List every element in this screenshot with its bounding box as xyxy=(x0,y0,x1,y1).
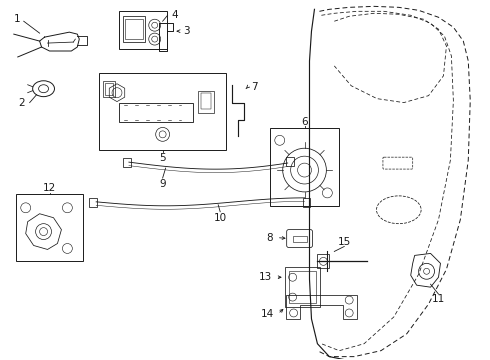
Text: 6: 6 xyxy=(301,117,308,127)
Bar xyxy=(285,267,320,307)
Text: 8: 8 xyxy=(267,233,273,243)
Bar xyxy=(302,198,311,207)
Text: 5: 5 xyxy=(159,153,166,163)
Bar xyxy=(286,157,294,166)
Text: 14: 14 xyxy=(261,309,274,319)
Bar xyxy=(289,271,317,303)
Bar xyxy=(125,19,143,39)
Bar xyxy=(103,81,115,96)
Bar xyxy=(89,198,97,207)
Text: 10: 10 xyxy=(214,213,227,223)
Bar xyxy=(99,73,226,150)
Bar xyxy=(123,158,131,167)
Bar xyxy=(293,235,307,242)
Text: 11: 11 xyxy=(432,294,445,304)
Text: 13: 13 xyxy=(259,272,272,282)
Bar xyxy=(318,255,329,268)
Bar xyxy=(123,16,145,42)
Bar xyxy=(105,83,113,95)
Bar xyxy=(270,129,339,206)
Text: 12: 12 xyxy=(43,183,56,193)
Text: 2: 2 xyxy=(19,98,25,108)
Text: 7: 7 xyxy=(250,82,257,92)
Text: 4: 4 xyxy=(171,10,178,20)
Text: 15: 15 xyxy=(338,237,351,247)
Bar xyxy=(119,11,167,49)
Bar xyxy=(16,194,83,261)
Bar xyxy=(119,103,194,122)
Bar xyxy=(201,93,211,109)
Text: 1: 1 xyxy=(13,14,20,24)
Bar xyxy=(198,91,214,113)
Text: 3: 3 xyxy=(183,26,190,36)
Text: 9: 9 xyxy=(159,179,166,189)
